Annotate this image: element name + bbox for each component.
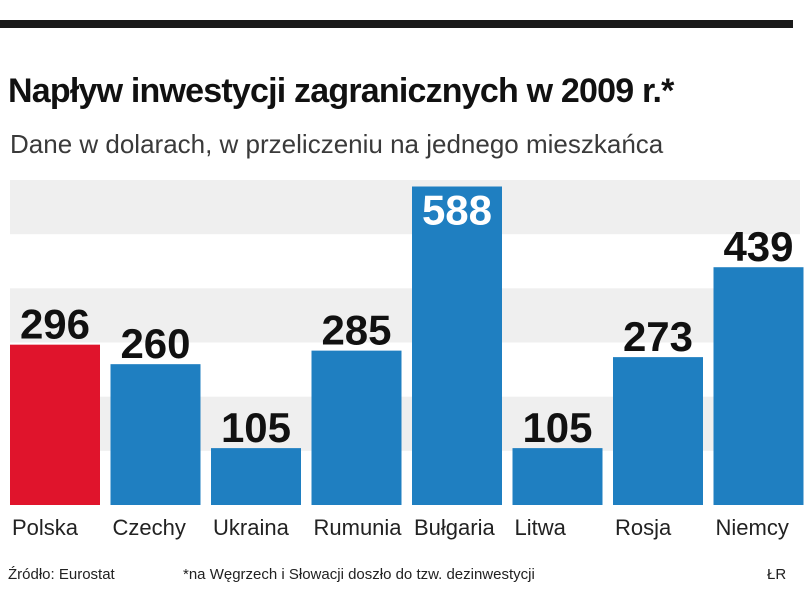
bar-5 — [512, 448, 603, 505]
bar-4 — [412, 186, 502, 505]
category-label-6: Rosja — [615, 515, 672, 540]
value-label-6: 273 — [623, 313, 693, 360]
category-label-3: Rumunia — [314, 515, 403, 540]
top-rule — [0, 20, 793, 28]
bar-1 — [110, 364, 201, 505]
category-label-2: Ukraina — [213, 515, 290, 540]
value-label-5: 105 — [522, 404, 592, 451]
value-label-1: 260 — [120, 320, 190, 367]
category-label-4: Bułgaria — [414, 515, 495, 540]
bar-0 — [10, 344, 100, 505]
bar-7 — [713, 267, 804, 505]
category-label-1: Czechy — [113, 515, 186, 540]
source-note: Źródło: Eurostat — [8, 566, 115, 583]
chart-subtitle: Dane w dolarach, w przeliczeniu na jedne… — [10, 129, 664, 159]
value-label-4: 588 — [422, 187, 492, 234]
value-label-0: 296 — [20, 301, 90, 348]
category-label-0: Polska — [12, 515, 79, 540]
category-label-5: Litwa — [515, 515, 567, 540]
value-label-7: 439 — [723, 223, 793, 270]
author-credit: ŁR — [767, 566, 787, 583]
category-label-7: Niemcy — [716, 515, 789, 540]
bar-2 — [211, 448, 301, 505]
bar-3 — [311, 350, 402, 505]
bar-6 — [613, 357, 703, 505]
value-label-3: 285 — [321, 307, 391, 354]
value-label-2: 105 — [221, 404, 291, 451]
chart-title: Napływ inwestycji zagranicznych w 2009 r… — [8, 72, 674, 110]
background-band — [10, 288, 800, 343]
footnote: *na Węgrzech i Słowacji doszło do tzw. d… — [183, 566, 535, 583]
background-band — [10, 180, 800, 235]
